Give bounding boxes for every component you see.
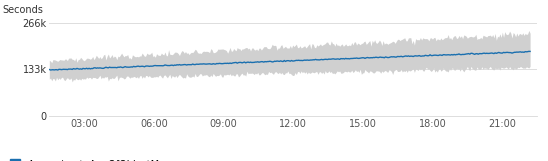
Legend: ApproximateAgeOfOldestMessage: ApproximateAgeOfOldestMessage <box>10 160 195 161</box>
Text: Seconds: Seconds <box>3 5 44 15</box>
